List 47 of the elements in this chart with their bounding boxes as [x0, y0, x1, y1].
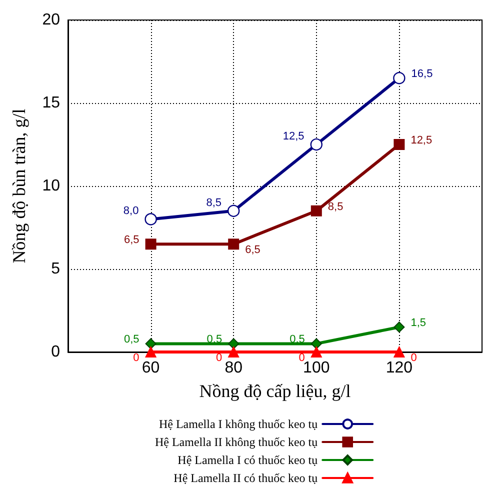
y-axis-title: Nồng độ bùn tràn, g/l: [9, 108, 29, 264]
point: [310, 346, 322, 358]
x-tick-label: 120: [386, 360, 413, 376]
point: [145, 346, 156, 358]
data-label: 16,5: [411, 68, 433, 80]
point: [394, 139, 405, 150]
point: [145, 338, 156, 350]
data-label: 12,5: [410, 134, 432, 146]
data-label: 0: [410, 352, 417, 364]
point: [228, 204, 240, 217]
data-label: 1,5: [410, 317, 426, 330]
legend-label: Hệ Lamella II có thuốc keo tụ: [174, 471, 318, 485]
x-axis-title: Nồng độ cấp liệu, g/l: [199, 381, 351, 401]
point: [310, 338, 322, 350]
y-tick-label: 20: [42, 12, 60, 28]
point: [310, 205, 322, 216]
legend-label: Hệ Lamella II không thuốc keo tụ: [154, 435, 318, 449]
point: [228, 238, 240, 250]
y-tick-label: 5: [51, 260, 60, 278]
data-label: 0: [216, 352, 222, 364]
data-label: 8,5: [328, 200, 344, 213]
point: [394, 322, 405, 333]
data-label: 8,5: [206, 196, 222, 209]
data-label: 8,0: [123, 205, 139, 218]
point: [228, 346, 240, 358]
point: [228, 338, 240, 350]
data-label: 0,5: [206, 334, 222, 346]
x-tick-label: 100: [303, 360, 330, 376]
point: [393, 72, 406, 84]
data-label: 12,5: [282, 130, 304, 142]
data-label: 0: [298, 352, 305, 364]
data-label: 6,5: [124, 234, 140, 246]
x-tick-label: 80: [224, 360, 243, 376]
data-label: 6,5: [245, 244, 260, 256]
point: [394, 346, 405, 358]
data-label: 0,5: [290, 334, 305, 346]
data-label: 0,5: [124, 334, 140, 346]
x-tick-label: 60: [142, 360, 160, 376]
point: [310, 138, 322, 151]
y-tick-label: 10: [42, 178, 60, 194]
data-label: 0: [133, 352, 140, 364]
legend-label: Hệ Lamella I không thuốc keo tụ: [158, 417, 318, 431]
legend-label: Hệ Lamella I có thuốc keo tụ: [178, 453, 318, 467]
y-tick-label: 0: [51, 344, 60, 360]
y-tick-label: 15: [42, 94, 60, 112]
point: [144, 213, 157, 226]
point: [145, 238, 156, 250]
